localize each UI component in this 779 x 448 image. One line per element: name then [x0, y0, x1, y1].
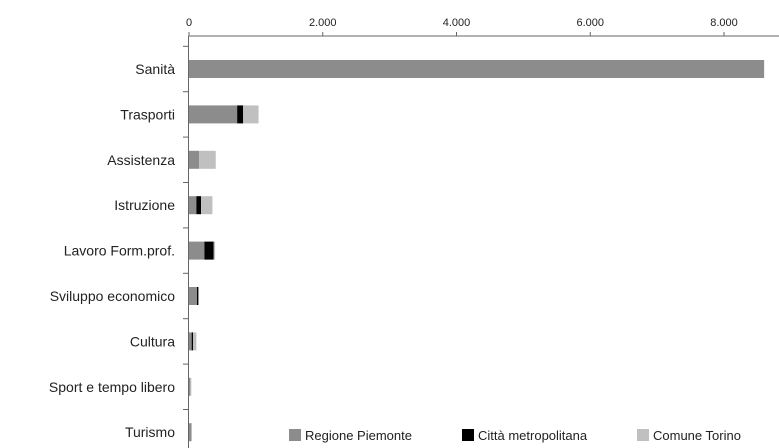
category-labels: Sanità Trasporti Assistenza Istruzione Lavor…	[49, 61, 175, 440]
bar-segment	[204, 241, 214, 260]
category-label: Turismo	[125, 424, 175, 440]
legend-swatch	[289, 429, 301, 441]
x-tick-label: 8.000	[710, 17, 738, 29]
category-label: Sport e tempo libero	[49, 379, 175, 395]
category-label: Istruzione	[114, 197, 175, 213]
chart-legend: Regione Piemonte Città metropolitana Comun…	[289, 428, 741, 443]
bar-segment	[199, 150, 216, 169]
bar-segment	[189, 332, 192, 351]
bar-segment	[189, 377, 191, 396]
bar-segment	[189, 105, 238, 124]
bar-segment	[191, 423, 193, 442]
bar-segment	[189, 287, 198, 305]
bar-segment	[189, 60, 765, 78]
x-axis-ticks: 0 2.000 4.000 6.000 8.000	[186, 17, 738, 36]
bar-segment	[198, 287, 200, 305]
category-label: Trasporti	[120, 106, 175, 122]
legend-label: Città metropolitana	[478, 428, 588, 443]
bar-segment	[189, 241, 205, 260]
bar-segment	[191, 332, 194, 351]
bar-segment	[197, 287, 199, 305]
x-tick-label: 0	[186, 17, 192, 29]
legend-label: Comune Torino	[653, 428, 741, 443]
bar-segment	[190, 377, 192, 396]
category-label: Sviluppo economico	[50, 288, 176, 304]
bar-segment	[237, 105, 244, 124]
chart-bars	[189, 60, 765, 442]
bar-segment	[196, 196, 202, 215]
x-tick-label: 4.000	[443, 17, 471, 29]
bar-segment	[243, 105, 259, 124]
category-label: Lavoro Form.prof.	[64, 243, 175, 259]
legend-swatch	[462, 429, 474, 441]
x-tick-label: 6.000	[576, 17, 604, 29]
legend-label: Regione Piemonte	[305, 428, 412, 443]
bar-segment	[189, 196, 197, 215]
bar-segment	[189, 423, 192, 442]
x-tick-label: 2.000	[309, 17, 337, 29]
bar-segment	[189, 150, 200, 169]
legend-swatch	[637, 429, 649, 441]
chart-axes	[183, 35, 779, 448]
category-label: Cultura	[130, 333, 175, 349]
bar-segment	[201, 196, 213, 215]
category-label: Sanità	[135, 61, 175, 77]
category-label: Assistenza	[107, 152, 175, 168]
bar-segment	[193, 332, 197, 351]
bar-segment	[213, 241, 216, 260]
